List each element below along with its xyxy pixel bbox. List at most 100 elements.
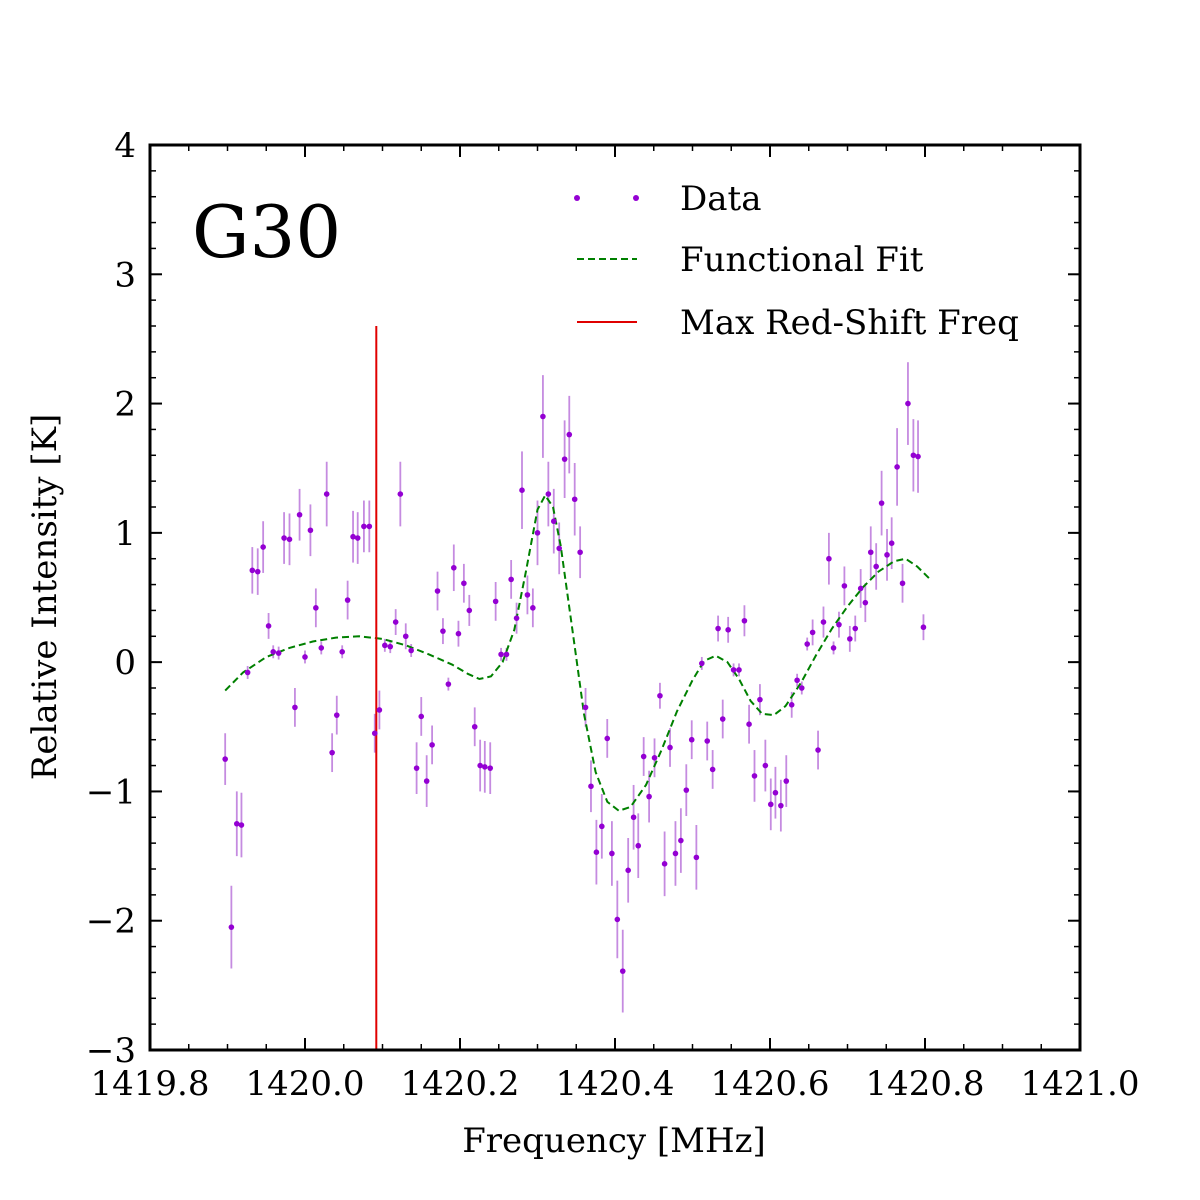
data-point bbox=[313, 605, 319, 611]
data-point bbox=[826, 555, 832, 562]
data-point bbox=[270, 649, 277, 655]
data-point bbox=[534, 530, 541, 536]
data-point bbox=[746, 721, 752, 727]
data-point bbox=[809, 629, 816, 636]
data-point bbox=[667, 744, 673, 751]
data-point bbox=[556, 545, 562, 552]
data-point bbox=[508, 576, 514, 583]
plot-frame bbox=[148, 143, 1082, 1052]
y-tick-label: 3 bbox=[114, 255, 136, 295]
data-point bbox=[878, 500, 885, 506]
data-point bbox=[730, 667, 737, 673]
data-point bbox=[661, 861, 668, 867]
data-point bbox=[524, 592, 531, 598]
data-point bbox=[582, 704, 589, 711]
data-point bbox=[873, 563, 879, 570]
x-tick-label: 1420.0 bbox=[246, 1064, 365, 1104]
data-point bbox=[408, 647, 414, 654]
data-point bbox=[434, 588, 441, 594]
data-point bbox=[461, 580, 467, 587]
data-point bbox=[767, 801, 774, 808]
data-point bbox=[423, 778, 430, 784]
data-point bbox=[254, 568, 261, 575]
y-tick-label: 4 bbox=[114, 126, 136, 166]
data-point bbox=[741, 617, 748, 624]
fit-line bbox=[224, 493, 930, 812]
data-point bbox=[238, 822, 245, 828]
data-point bbox=[804, 641, 810, 647]
data-point bbox=[884, 552, 890, 558]
data-point bbox=[339, 649, 346, 655]
data-point bbox=[736, 667, 742, 673]
data-point bbox=[862, 599, 869, 606]
data-point bbox=[429, 742, 435, 748]
x-axis-label: Frequency [MHz] bbox=[462, 1121, 766, 1161]
data-point bbox=[376, 707, 383, 713]
data-point bbox=[498, 651, 504, 658]
data-point bbox=[588, 783, 594, 790]
data-point bbox=[619, 968, 626, 974]
legend: Data Functional Fit Max Red-Shift Freq bbox=[574, 179, 1019, 343]
data-point bbox=[783, 778, 790, 784]
data-point bbox=[788, 702, 795, 708]
data-point bbox=[519, 487, 525, 493]
x-tick-label: 1420.2 bbox=[401, 1064, 520, 1104]
data-point bbox=[836, 621, 842, 628]
data-point bbox=[905, 400, 911, 407]
legend-data-marker-2 bbox=[633, 195, 639, 201]
data-point bbox=[249, 567, 256, 574]
data-point bbox=[323, 491, 330, 497]
data-point bbox=[333, 712, 340, 718]
data-point bbox=[387, 643, 394, 650]
data-point bbox=[604, 735, 611, 742]
y-axis-label: Relative Intensity [K] bbox=[25, 414, 65, 780]
data-point bbox=[688, 736, 695, 743]
data-point bbox=[307, 527, 314, 534]
data-point bbox=[593, 849, 600, 855]
data-point bbox=[545, 491, 552, 497]
y-tick-label: 2 bbox=[114, 385, 136, 425]
data-point bbox=[302, 654, 308, 660]
data-point bbox=[222, 756, 228, 762]
data-point bbox=[894, 464, 900, 470]
data-point bbox=[492, 598, 499, 605]
data-point bbox=[244, 669, 251, 676]
data-point bbox=[577, 549, 583, 556]
data-point bbox=[867, 549, 874, 556]
data-point bbox=[751, 773, 758, 779]
data-point bbox=[477, 762, 483, 769]
data-point bbox=[487, 765, 494, 771]
data-point bbox=[418, 713, 425, 720]
data-point bbox=[651, 755, 658, 761]
data-point bbox=[772, 789, 779, 796]
data-point bbox=[466, 607, 473, 614]
data-point bbox=[847, 636, 853, 642]
data-point bbox=[672, 850, 679, 857]
data-point bbox=[455, 630, 462, 637]
data-point bbox=[630, 814, 637, 821]
data-point bbox=[371, 730, 378, 737]
data-point bbox=[725, 627, 731, 633]
data-point bbox=[361, 523, 367, 530]
legend-redshift-label: Max Red-Shift Freq bbox=[680, 303, 1019, 343]
y-tick-label: −1 bbox=[86, 772, 136, 812]
data-point bbox=[571, 496, 578, 503]
data-point bbox=[397, 491, 404, 497]
data-point bbox=[392, 619, 399, 625]
data-point bbox=[709, 766, 716, 773]
y-tick-label: −2 bbox=[86, 902, 136, 942]
data-point bbox=[614, 916, 621, 923]
data-point bbox=[275, 650, 282, 656]
data-point bbox=[286, 536, 293, 543]
data-point bbox=[513, 615, 520, 621]
data-point bbox=[910, 452, 917, 459]
data-point bbox=[899, 580, 906, 587]
data-point bbox=[329, 749, 335, 756]
data-point bbox=[920, 624, 927, 631]
legend-data-label: Data bbox=[680, 179, 761, 219]
tick-labels: 1419.8 1420.0 1420.2 1420.4 1420.6 1420.8 1421… bbox=[86, 126, 1140, 1104]
data-point bbox=[234, 820, 240, 827]
data-point bbox=[260, 544, 266, 550]
fit-layer bbox=[224, 493, 930, 812]
